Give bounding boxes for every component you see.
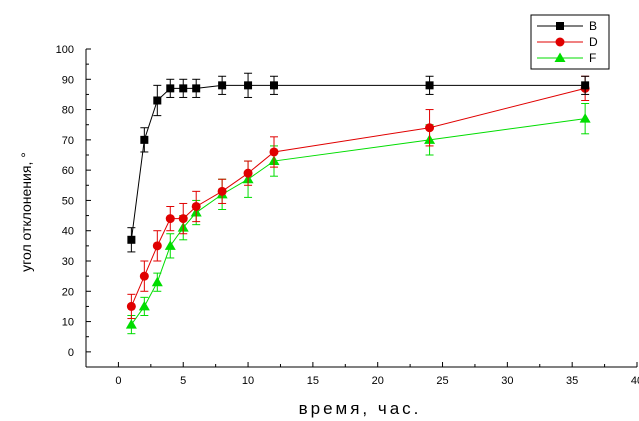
data-point [425,123,435,133]
x-tick-label: 30 [501,375,513,387]
data-point [179,84,188,93]
x-tick-label: 40 [631,375,639,387]
y-tick-label: 100 [56,44,74,56]
legend-label: B [589,19,597,33]
legend-marker [555,37,565,47]
series-line [130,84,586,240]
y-tick-label: 30 [62,256,74,268]
legend-label: D [589,35,598,49]
data-point [217,186,227,196]
data-point [126,301,136,311]
y-tick-label: 50 [62,195,74,207]
x-tick-label: 20 [372,375,384,387]
data-point [153,96,162,105]
series-line [130,87,586,307]
data-point [243,168,253,178]
x-tick-label: 15 [307,375,319,387]
y-tick-label: 60 [62,165,74,177]
data-point [425,81,434,90]
legend-marker [556,22,564,30]
legend-marker [554,52,566,62]
x-axis-title: время, час. [299,399,422,418]
y-tick-label: 40 [62,226,74,238]
data-point [269,81,278,90]
x-tick-label: 0 [115,375,121,387]
y-tick-label: 10 [62,317,74,329]
data-point [139,271,149,281]
data-point [152,241,162,251]
data-point [244,81,253,90]
x-tick-label: 25 [436,375,448,387]
y-tick-label: 90 [62,74,74,86]
data-point [269,147,279,157]
data-point [192,84,201,93]
series-B [127,72,590,253]
data-point [581,81,590,90]
y-tick-label: 80 [62,105,74,117]
series-F [125,103,591,335]
data-point [166,84,175,93]
legend-entry-B: B [537,19,597,33]
data-point [579,113,591,123]
y-tick-label: 0 [68,347,74,359]
x-tick-label: 35 [566,375,578,387]
legend-entry-D: D [537,35,598,49]
data-point [151,276,163,287]
y-axis-title: угол отклонения, ° [18,152,34,272]
data-point [138,300,150,311]
data-point [165,214,175,224]
plot-frame [85,49,637,368]
series-layer [125,72,591,335]
data-point [127,235,136,244]
y-axis: 0 10 20 30 40 50 60 70 80 90 100 [56,44,91,359]
x-axis: 0 5 10 15 20 25 30 35 40 [85,362,639,387]
data-point [125,319,137,329]
data-point [191,201,201,211]
series-D [126,75,590,320]
y-tick-label: 70 [62,135,74,147]
legend-entry-F: F [537,51,596,65]
data-point [140,135,149,144]
data-point [178,214,188,224]
x-tick-label: 10 [242,375,254,387]
x-tick-label: 5 [180,375,186,387]
data-point [164,240,176,250]
legend-label: F [589,51,596,65]
legend: BDF [530,14,610,70]
data-point [218,81,227,90]
y-tick-label: 20 [62,286,74,298]
